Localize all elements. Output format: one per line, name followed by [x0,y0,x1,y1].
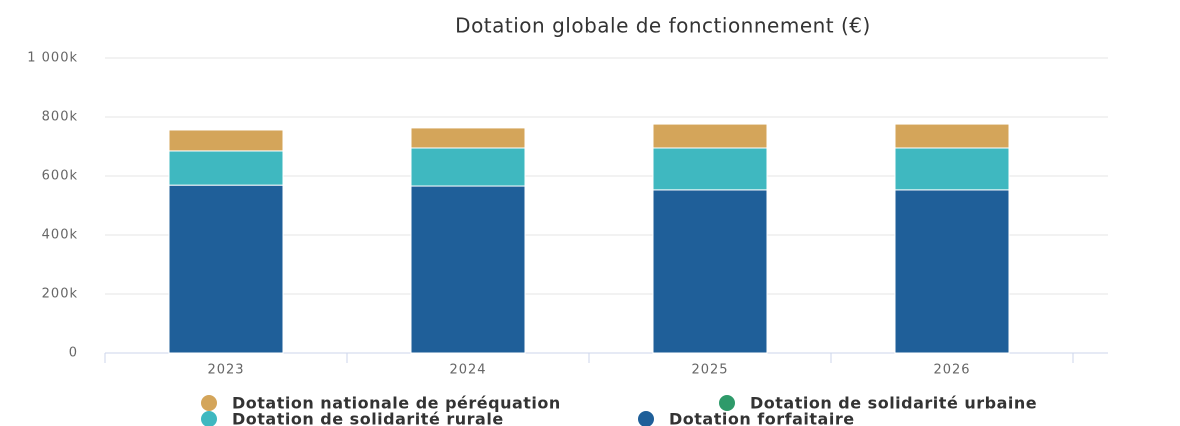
legend-label: Dotation forfaitaire [669,410,855,426]
legend-swatch [201,411,217,426]
bar-segment [652,123,768,149]
bar-segment [894,147,1010,191]
y-tick-label: 400k [42,228,78,243]
bar-segment [652,189,768,354]
bar-segment [652,147,768,191]
x-tick-label: 2026 [933,363,970,378]
x-tick-label: 2023 [207,363,244,378]
bar-segment [410,185,526,354]
x-tick-label: 2024 [449,363,486,378]
chart-title: Dotation globale de fonctionnement (€) [455,14,871,38]
legend-swatch [638,411,654,426]
bar-segment [168,150,284,186]
bar-segment [894,123,1010,149]
y-tick-label: 800k [42,110,78,125]
legend-swatch [201,395,217,411]
bar-segment [168,184,284,354]
bar-segment [410,127,526,149]
bar-segment [410,147,526,187]
legend-swatch [719,395,735,411]
y-tick-label: 1 000k [27,51,78,66]
y-tick-label: 0 [69,346,78,361]
bar-segment [168,129,284,152]
legend-label: Dotation nationale de péréquation [232,394,561,413]
y-tick-label: 200k [42,287,78,302]
y-tick-label: 600k [42,169,78,184]
x-tick-label: 2025 [691,363,728,378]
legend-label: Dotation de solidarité urbaine [750,394,1037,413]
legend-label: Dotation de solidarité rurale [232,410,504,426]
bar-segment [894,189,1010,354]
